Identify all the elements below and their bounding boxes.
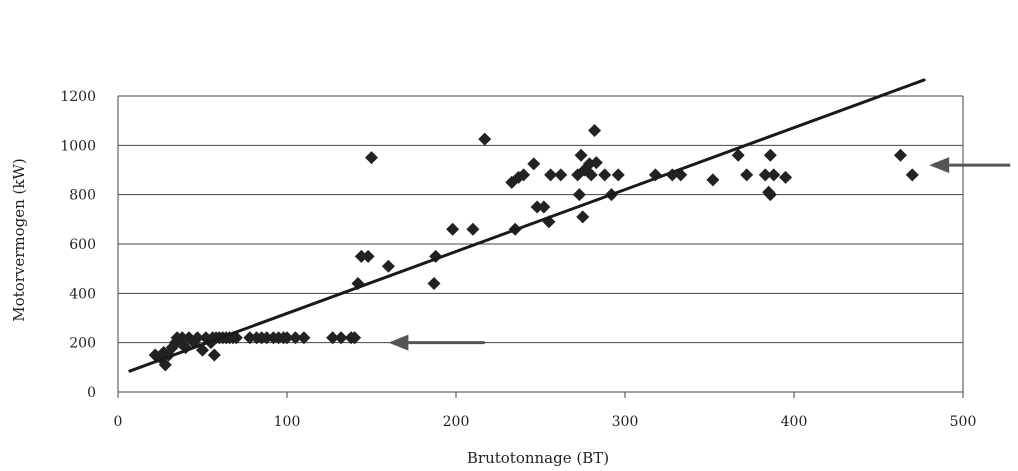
data-point-63 (576, 210, 590, 224)
data-point-44 (381, 259, 395, 273)
arrow-0-head (388, 334, 409, 351)
x-tick-label-200: 200 (443, 414, 470, 430)
annotation-arrows (388, 157, 1011, 351)
data-points (148, 124, 919, 372)
y-tick-label-800: 800 (69, 188, 96, 204)
y-tick-label-600: 600 (69, 237, 96, 253)
data-point-13 (190, 331, 204, 345)
data-point-84 (893, 148, 907, 162)
x-tick-labels: 0 100 200 300 400 500 (114, 392, 977, 430)
data-point-3 (158, 358, 172, 372)
data-point-82 (767, 168, 781, 182)
data-point-81 (763, 148, 777, 162)
y-axis-title: Motorvermogen (kW) (10, 158, 28, 322)
trendline (128, 78, 926, 373)
data-point-34 (288, 331, 302, 345)
y-tick-label-0: 0 (87, 385, 96, 401)
data-point-53 (517, 168, 531, 182)
data-point-36 (326, 331, 340, 345)
data-point-47 (446, 222, 460, 236)
x-tick-label-300: 300 (612, 414, 639, 430)
trendline-group (128, 78, 926, 373)
data-point-62 (574, 148, 588, 162)
data-point-67 (588, 124, 602, 138)
x-tick-label-100: 100 (274, 414, 301, 430)
y-tick-label-400: 400 (69, 286, 96, 302)
data-point-55 (530, 200, 544, 214)
data-point-29 (260, 331, 274, 345)
data-point-56 (537, 200, 551, 214)
x-axis-title: Brutotonnage (BT) (467, 449, 609, 467)
y-tick-label-200: 200 (69, 336, 96, 352)
data-point-39 (348, 331, 362, 345)
data-point-26 (243, 331, 257, 345)
data-point-85 (905, 168, 919, 182)
data-point-33 (280, 331, 294, 345)
grid-lines (117, 95, 964, 393)
data-point-43 (365, 151, 378, 165)
y-tick-label-1000: 1000 (60, 138, 96, 154)
data-point-37 (334, 331, 348, 345)
data-point-9 (175, 331, 189, 345)
data-point-78 (758, 168, 772, 182)
data-point-54 (527, 157, 541, 171)
data-point-69 (598, 168, 612, 182)
arrow-1-head (929, 157, 950, 174)
data-point-76 (731, 148, 745, 162)
data-point-68 (589, 156, 603, 170)
data-point-75 (706, 173, 720, 187)
data-point-61 (572, 188, 586, 202)
data-point-58 (544, 168, 558, 182)
data-point-66 (584, 168, 598, 182)
data-point-80 (763, 188, 777, 202)
data-point-71 (611, 168, 625, 182)
data-point-41 (354, 249, 368, 263)
x-tick-label-500: 500 (950, 414, 977, 430)
x-tick-label-400: 400 (781, 414, 808, 430)
data-point-59 (554, 168, 568, 182)
data-point-77 (740, 168, 754, 182)
data-point-48 (466, 222, 480, 236)
data-point-42 (361, 249, 375, 263)
data-point-45 (427, 276, 441, 290)
data-point-83 (779, 170, 793, 184)
data-point-35 (297, 331, 311, 345)
data-point-50 (505, 175, 519, 189)
x-tick-label-0: 0 (114, 414, 123, 430)
y-tick-label-1200: 1200 (60, 89, 96, 105)
data-point-49 (478, 132, 492, 146)
y-tick-labels: 0 200 400 600 800 1000 1200 (60, 89, 96, 401)
data-point-18 (207, 348, 221, 362)
